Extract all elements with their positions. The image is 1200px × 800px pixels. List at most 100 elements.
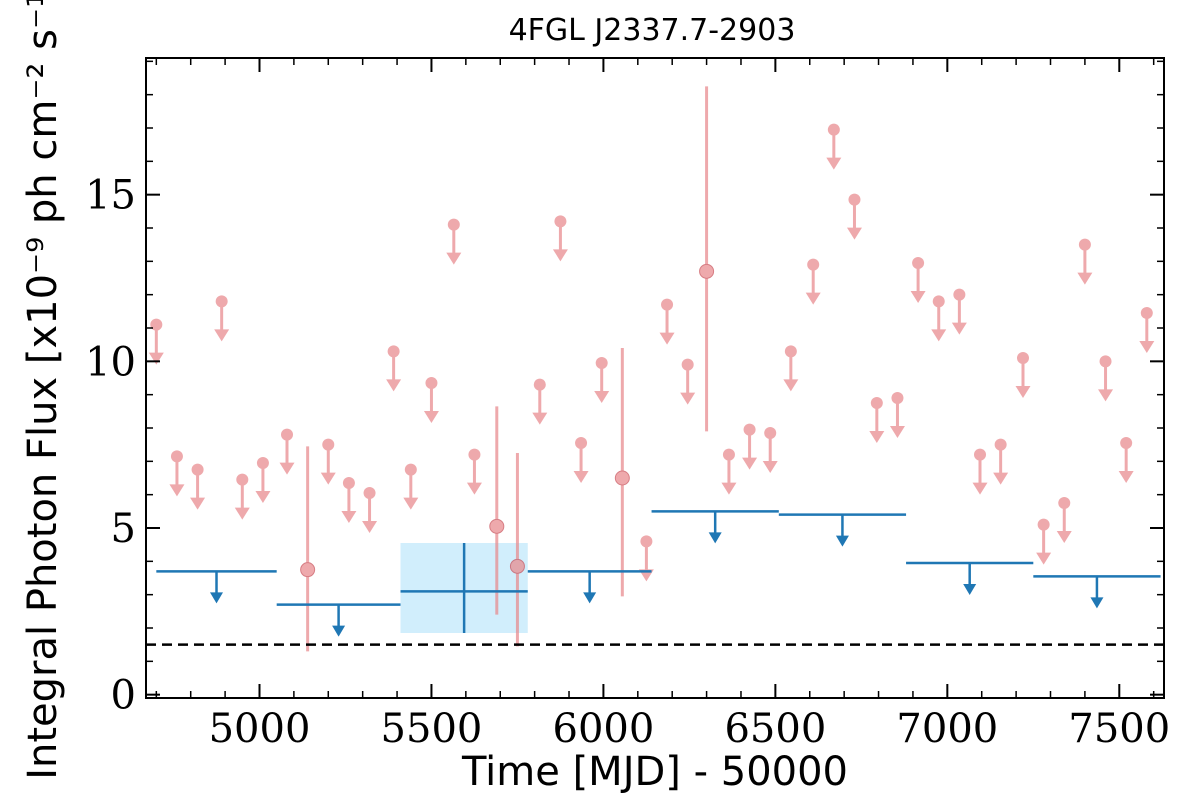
short-upper-limit-arrow [680, 392, 696, 405]
short-upper-limit-arrow [403, 497, 419, 510]
short-upper-limit-point [784, 345, 797, 358]
short-upper-limit-arrow [532, 412, 548, 425]
short-upper-limit-point [363, 487, 376, 499]
short-upper-limit-17 [573, 437, 589, 483]
long-upper-limit-5 [906, 561, 1034, 595]
short-upper-limit-arrow [762, 461, 778, 473]
short-upper-limit-31 [910, 257, 926, 303]
short-upper-limit-arrow [386, 379, 402, 392]
short-detection-3 [614, 348, 630, 597]
short-upper-limit-32 [931, 295, 947, 342]
short-upper-limit-16 [552, 215, 568, 262]
short-upper-limit-12 [423, 377, 439, 423]
short-upper-limit-point [281, 428, 294, 441]
short-detection-1 [489, 406, 505, 615]
short-upper-limit-point [994, 438, 1007, 451]
short-upper-limit-34 [972, 448, 988, 495]
long-upper-limit-4 [778, 513, 907, 547]
short-upper-limit-arrow [362, 521, 378, 533]
short-upper-limit-point [387, 345, 400, 358]
short-upper-limit-point [215, 295, 228, 308]
short-upper-limit-arrow [931, 329, 947, 342]
short-upper-limit-22 [721, 448, 737, 495]
long-upper-limit-arrow [835, 535, 849, 547]
short-upper-limit-arrow [1077, 272, 1093, 285]
plot-frame [145, 57, 1165, 699]
short-upper-limit-arrow [446, 252, 462, 265]
short-upper-limit-point [932, 295, 945, 308]
short-upper-limit-9 [362, 487, 378, 533]
short-upper-limit-33 [951, 288, 967, 335]
short-detection-point [699, 263, 715, 279]
y-tick-label: 5 [111, 506, 136, 552]
short-detection-point [300, 562, 316, 578]
short-upper-limit-arrow [1036, 552, 1052, 565]
short-upper-limit-point [256, 457, 269, 469]
short-upper-limit-2 [190, 463, 206, 510]
short-upper-limit-point [1078, 238, 1091, 251]
short-upper-limit-point [891, 392, 904, 404]
short-upper-limit-arrow [341, 511, 357, 523]
short-upper-limit-arrow [721, 482, 737, 495]
long-upper-limit-arrow [583, 592, 597, 604]
short-upper-limit-arrow [1056, 531, 1072, 543]
short-upper-limit-35 [993, 438, 1009, 485]
short-upper-limit-arrow [148, 352, 164, 365]
x-tick-label: 5000 [209, 706, 311, 752]
short-upper-limit-41 [1118, 437, 1134, 483]
short-upper-limit-point [870, 397, 883, 409]
x-tick-label: 5500 [381, 706, 483, 752]
short-upper-limit-36 [1015, 352, 1031, 398]
short-upper-limit-point [640, 535, 653, 548]
y-axis-label: Integral Photon Flux [x10⁻⁹ ph cm⁻² s⁻¹] [20, 0, 66, 780]
short-upper-limit-14 [466, 448, 482, 495]
short-upper-limit-point [533, 378, 546, 391]
short-upper-limit-5 [255, 457, 271, 503]
short-upper-limit-27 [826, 123, 842, 170]
short-upper-limit-11 [403, 463, 419, 510]
short-upper-limit-arrow [1118, 471, 1134, 483]
short-upper-limit-point [1016, 352, 1029, 364]
short-upper-limit-arrow [423, 411, 439, 423]
y-tick-label: 10 [85, 339, 136, 385]
short-upper-limit-point [468, 448, 481, 461]
short-upper-limit-3 [214, 295, 230, 342]
y-tick-label: 15 [85, 173, 136, 219]
short-upper-limit-point [1037, 518, 1050, 531]
long-upper-limit-arrow [963, 584, 977, 595]
x-axis-label: Time [MJD] - 50000 [461, 749, 848, 795]
short-upper-limit-23 [742, 423, 758, 470]
short-upper-limit-arrow [659, 332, 675, 345]
short-upper-limit-15 [532, 378, 548, 425]
short-upper-limit-point [807, 258, 820, 271]
short-detection-0 [300, 446, 316, 652]
short-upper-limit-arrow [951, 322, 967, 335]
short-upper-limit-point [974, 448, 987, 461]
short-upper-limit-arrow [234, 507, 250, 520]
short-upper-limit-6 [279, 428, 295, 475]
short-upper-limit-arrow [573, 471, 589, 483]
short-upper-limit-arrow [594, 391, 610, 403]
short-upper-limit-point [827, 123, 840, 136]
short-upper-limit-28 [846, 193, 862, 240]
short-upper-limit-point [743, 423, 756, 436]
short-upper-limit-24 [762, 427, 778, 473]
short-upper-limit-arrow [552, 249, 568, 262]
short-upper-limit-point [1140, 307, 1153, 319]
long-upper-limit-arrow [210, 592, 224, 604]
short-upper-limit-39 [1077, 238, 1093, 285]
short-upper-limit-point [764, 427, 777, 439]
short-upper-limit-arrow [805, 292, 821, 305]
short-upper-limit-arrow [169, 484, 185, 497]
short-upper-limit-point [170, 450, 183, 463]
short-upper-limit-42 [1139, 307, 1155, 353]
short-upper-limit-point [1058, 497, 1071, 509]
short-upper-limit-point [661, 298, 674, 311]
long-upper-limit-arrow [1090, 597, 1104, 609]
long-bin-layer [156, 510, 1161, 637]
short-detection-2 [509, 453, 525, 647]
short-upper-limit-arrow [742, 457, 758, 470]
short-detection-point [489, 518, 505, 534]
long-upper-limit-6 [1033, 575, 1161, 609]
